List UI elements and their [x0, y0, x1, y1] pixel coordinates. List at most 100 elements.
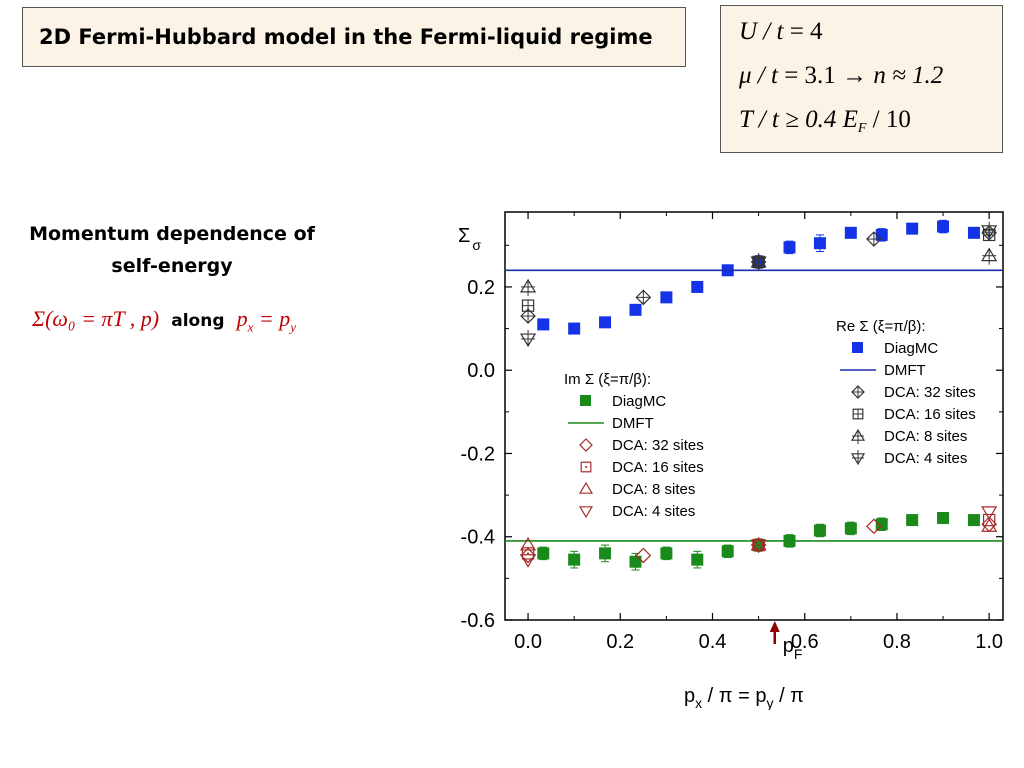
re-diagmc-point	[783, 240, 796, 255]
y-tick-label: -0.6	[461, 610, 495, 632]
legend-item-label: DiagMC	[884, 340, 938, 357]
formula-along: along	[171, 311, 225, 331]
re-diagmc-point	[813, 234, 826, 253]
im-dca-point	[635, 547, 652, 564]
im-diagmc-point	[937, 512, 950, 524]
legend-marker-dca	[578, 481, 594, 494]
legend-marker-diagmc	[580, 395, 591, 406]
legend-marker-dca	[580, 461, 592, 473]
legend-item-label: DiagMC	[612, 393, 666, 410]
im-dca-point	[520, 547, 536, 564]
re-diagmc-point	[599, 316, 612, 329]
im-diagmc-point	[537, 546, 550, 561]
legend-item-label: DCA: 16 sites	[612, 459, 704, 476]
re-dca-point	[750, 252, 767, 271]
slide-title: 2D Fermi-Hubbard model in the Fermi-liqu…	[39, 25, 653, 49]
im-dca-point	[750, 539, 767, 554]
x-tick-label: 1.0	[975, 631, 1003, 653]
x-tick-label: 0.6	[791, 631, 819, 653]
re-dca-point	[981, 221, 998, 239]
param-mu-label: μ / t	[739, 62, 778, 89]
im-diagmc-point	[967, 514, 980, 527]
re-diagmc-point	[844, 226, 857, 239]
legend-item-label: DCA: 16 sites	[884, 406, 976, 423]
legend-marker-dca	[579, 438, 593, 452]
legend-item-label: DCA: 4 sites	[612, 503, 695, 520]
re-diagmc-point	[967, 226, 980, 239]
param-u-label: U / t	[739, 18, 784, 45]
x-tick-label: 0.8	[883, 631, 911, 653]
im-diagmc-point	[844, 521, 857, 536]
im-diagmc-point	[629, 552, 642, 571]
y-tick-label: 0.2	[467, 277, 495, 299]
legend-marker-diagmc	[852, 342, 863, 353]
pf-label: pF	[783, 635, 803, 662]
legend-item-label: DCA: 8 sites	[612, 481, 695, 498]
param-ef: E	[842, 106, 858, 133]
legend-item-label: DCA: 8 sites	[884, 428, 967, 445]
re-diagmc-point	[629, 303, 642, 316]
im-diagmc-point	[691, 550, 704, 569]
im-diagmc-point	[813, 523, 826, 538]
legend-title: Re Σ (ξ=π/β):	[836, 318, 926, 335]
im-dca-point	[520, 536, 537, 551]
param-mu-value: = 3.1	[784, 62, 836, 89]
im-diagmc-point	[875, 517, 888, 531]
re-dca-point	[520, 278, 537, 296]
re-diagmc-point	[906, 222, 919, 235]
param-interaction: U / t = 4	[739, 12, 1002, 56]
self-energy-formula: Σ(ω₀ = πT , p) along px = py	[32, 306, 296, 335]
im-dca-point	[520, 554, 537, 568]
re-dca-point	[521, 299, 535, 312]
legend-item-label: DCA: 32 sites	[612, 437, 704, 454]
param-ef-sub: F	[857, 121, 867, 136]
legend-item-label: DMFT	[612, 415, 654, 432]
param-temperature: T / t ≥ 0.4 EF / 10	[739, 100, 1002, 144]
parameter-box: U / t = 4 μ / t = 3.1 → n ≈ 1.2 T / t ≥ …	[720, 5, 1003, 153]
im-dca-point	[521, 547, 535, 560]
x-axis-label: px / π = py / π	[684, 685, 804, 710]
title-box: 2D Fermi-Hubbard model in the Fermi-liqu…	[22, 7, 686, 67]
re-diagmc-point	[537, 318, 550, 331]
im-dca-point	[981, 518, 998, 532]
re-diagmc-point	[568, 322, 581, 335]
re-diagmc-point	[937, 219, 950, 234]
legend-marker-dca	[850, 428, 866, 444]
self-energy-chart: 0.2 0.0 -0.2 -0.4 -0.6 0.0 0.2 0.4 0.6 0.8 1.0 Σ σ px…	[458, 211, 1004, 710]
param-u-value: = 4	[789, 18, 823, 45]
x-tick-label: 0.2	[606, 631, 634, 653]
re-dca-point	[520, 329, 537, 348]
re-legend: Re Σ (ξ=π/β): DiagMC DMFT DCA: 32 sites DCA:…	[836, 318, 976, 467]
plot-frame	[504, 211, 1004, 621]
re-dca-point	[981, 247, 998, 265]
im-dca-point	[752, 538, 765, 552]
im-diagmc-point	[568, 550, 581, 569]
pf-arrow-head	[769, 621, 780, 632]
legend-marker-dca	[851, 385, 865, 399]
re-dca-point	[866, 231, 882, 247]
legend-item-label: DCA: 4 sites	[884, 450, 967, 467]
param-t-label: T / t ≥ 0.4	[739, 106, 837, 133]
legend-title: Im Σ (ξ=π/β):	[564, 371, 651, 388]
legend-marker-dca	[578, 506, 594, 519]
param-ef-tail: / 10	[872, 106, 911, 133]
im-diagmc-point	[721, 544, 734, 559]
im-diagmc-point	[906, 514, 919, 527]
re-diagmc-point	[660, 291, 673, 304]
im-diagmc-point	[660, 546, 673, 561]
im-dca-point	[981, 506, 998, 520]
re-dca-point	[635, 289, 652, 306]
legend-marker-dca	[850, 450, 866, 466]
legend-item-label: DCA: 32 sites	[884, 384, 976, 401]
y-tick-label: 0.0	[467, 360, 495, 382]
im-legend: Im Σ (ξ=π/β): DiagMC DMFT DCA: 32 sites DCA:…	[564, 371, 704, 520]
y-tick-label: -0.4	[461, 527, 495, 549]
im-dca-point	[750, 536, 767, 551]
param-chemical-potential: μ / t = 3.1 → n ≈ 1.2	[739, 56, 1002, 100]
legend-item-label: DMFT	[884, 362, 926, 379]
formula-px: px = py	[236, 306, 297, 335]
x-tick-label: 0.4	[699, 631, 727, 653]
re-diagmc-point	[691, 280, 704, 293]
section-subtitle: Momentum dependence of self-energy	[29, 223, 315, 277]
